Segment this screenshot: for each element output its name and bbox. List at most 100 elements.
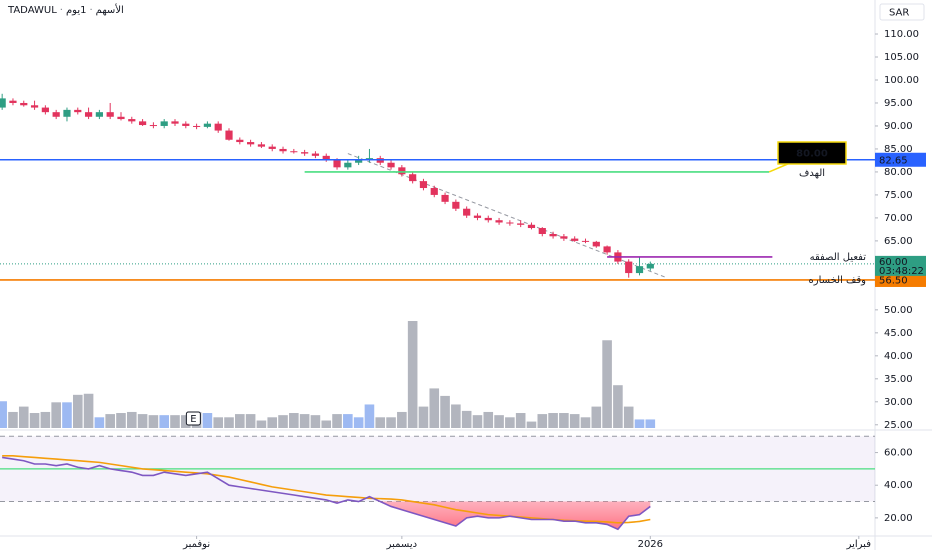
volume-bar [310,415,321,428]
volume-bar [116,413,126,428]
candle-body [214,123,222,131]
candle-body [268,146,276,149]
event-label: E [190,414,196,425]
candle-body [538,228,546,234]
price-pane: E [0,93,875,428]
candle-body [495,220,503,223]
y-tick-label: 105.00 [884,52,919,63]
y-tick-label: 85.00 [884,144,913,155]
volume-bar [224,417,234,428]
volume-bar [602,340,612,428]
x-tick-label: فبراير [846,539,872,550]
candle-body [0,98,6,108]
volume-bar [62,402,72,428]
y-tick-label: 100.00 [884,75,919,86]
event-marker [185,411,201,426]
candle-body [322,155,330,161]
candle-body [452,201,460,209]
callout-label: 80.00 [796,149,828,160]
volume-bar [18,406,29,428]
candle-body [247,142,255,145]
volume-bar [0,401,7,428]
candle-body [517,223,525,225]
volume-bar [235,414,245,428]
currency-box[interactable] [879,3,925,21]
y-tick-label: 50.00 [884,305,913,316]
candle-body [441,194,449,202]
candle-body [571,238,579,241]
price-label-box [875,152,926,167]
volume-bar [29,413,40,428]
volume-bar [245,414,256,428]
candle-body [52,112,60,117]
candle-body [387,162,395,168]
price-label: 56.50 [879,275,908,286]
volume-bar [159,415,169,428]
candle-body [128,119,136,122]
volume-bar [429,388,440,428]
candle-body [409,174,417,182]
last-price-box [875,255,926,276]
volume-bar [548,413,558,428]
candle-body [20,102,28,106]
volume-bar [137,414,148,428]
candle-body [463,208,471,216]
volume-bar [386,417,396,428]
candle-body [419,181,428,189]
volume-bar [418,406,429,428]
level-name: تفعيل الصفقه [810,252,867,263]
rsi-line [2,456,651,531]
volume-bar [505,417,515,428]
candle-body [182,123,190,126]
y-tick-label: 65.00 [884,236,913,247]
y-tick-label: 45.00 [884,328,913,339]
candle-body [506,222,514,224]
volume-bar [256,420,267,428]
candle-body [603,246,611,253]
candle-body [549,233,557,237]
candle-body [635,266,644,274]
candle-body [333,160,341,168]
volume-bar [299,414,310,428]
volume-bar [94,417,105,428]
volume-bar [148,415,159,428]
candle-body [430,188,438,195]
y-tick-label: 35.00 [884,374,913,385]
candle-body [203,123,212,127]
candle-body [625,261,633,274]
candle-body [398,167,406,175]
candle-body [41,107,49,113]
x-tick-label: ديسمبر [386,539,417,550]
y-tick-label: 110.00 [884,29,919,40]
candle-body [74,109,82,113]
volume-bar [289,413,299,428]
volume-bar [181,415,191,428]
y-tick-label: 70.00 [884,213,913,224]
candle-body [301,152,309,154]
candle-body [84,112,93,117]
price-label: 82.65 [879,155,908,166]
volume-bar [440,395,450,428]
volume-bar [126,411,137,428]
candle-body [30,105,39,108]
rsi-tick-label: 40.00 [884,480,913,491]
y-tick-label: 25.00 [884,420,913,431]
y-tick-label: 75.00 [884,190,913,201]
volume-bar [343,414,353,428]
level-name: وقف الخساره [809,275,867,286]
candle-body [138,121,147,126]
price-label-box [875,272,926,287]
candle-body [279,148,287,152]
candle-body [9,100,17,103]
volume-bar [591,406,602,428]
candle-body [236,139,244,143]
volume-bar [202,413,213,428]
volume-bar [494,415,504,428]
volume-bar [267,417,278,428]
volume-bar [559,413,569,428]
candle-body [581,240,590,242]
volume-bar [569,414,580,428]
candle-body [149,125,157,127]
